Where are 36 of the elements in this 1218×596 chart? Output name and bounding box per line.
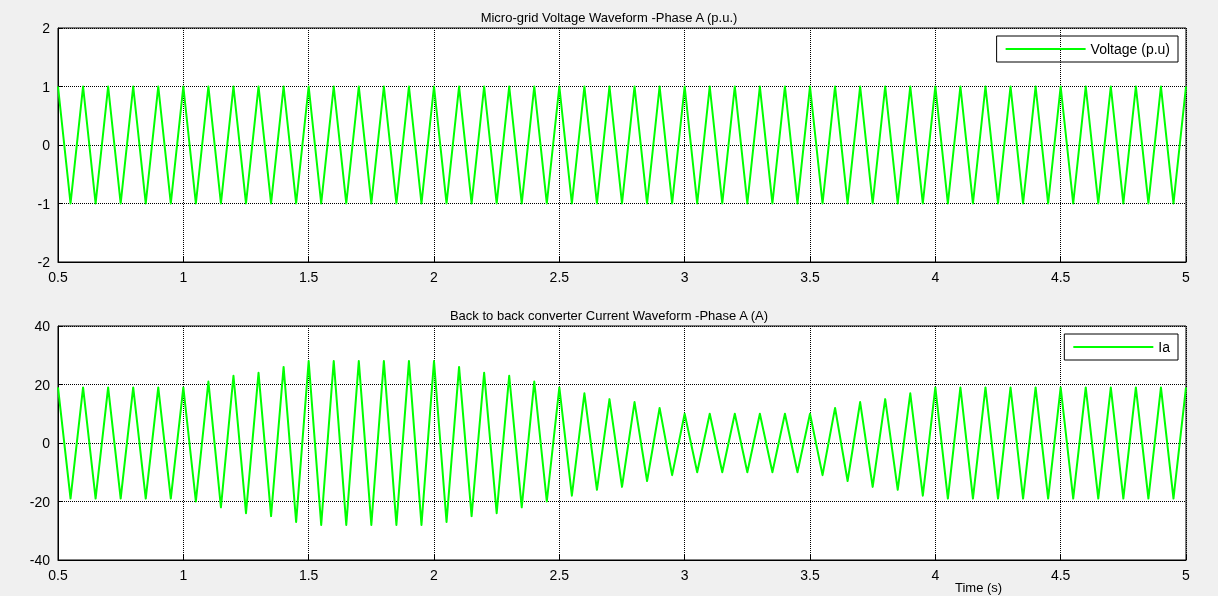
x-tick-label: 5 [1182,567,1191,583]
x-tick-label: 4.5 [1050,269,1071,285]
x-tick-label: 2 [430,567,439,583]
x-tick-label: 1 [179,269,188,285]
x-tick-label: 4.5 [1050,567,1071,583]
x-tick-label: 0.5 [48,567,68,583]
x-axis-title: Time (s) [955,580,1003,595]
x-tick-label: 3 [680,567,689,583]
x-tick-label: 2 [430,269,439,285]
x-tick-label: 3.5 [800,269,820,285]
x-tick-label: 1 [179,567,188,583]
x-tick-label: 4 [931,269,940,285]
y-tick-label: 40 [34,318,51,334]
x-tick-label: 1.5 [298,269,319,285]
x-tick-label: 5 [1182,269,1191,285]
y-tick-label: -2 [37,254,51,270]
y-tick-label: 1 [42,78,51,95]
x-tick-label: 0.5 [48,269,68,285]
y-tick-label: 2 [42,20,51,36]
y-tick-label: -1 [37,195,51,212]
chart-title: Micro-grid Voltage Waveform -Phase A (p.u.) [480,10,738,25]
x-tick-label: 3.5 [800,567,820,583]
y-tick-label: -20 [29,493,51,510]
line-series [57,360,1187,526]
x-tick-label: 1.5 [298,567,319,583]
x-tick-label: 3 [680,269,689,285]
y-tick-label: -40 [29,552,51,568]
text: Ia [1158,339,1171,355]
text: Voltage (p.u) [1090,41,1170,57]
y-tick-label: 20 [34,376,51,393]
y-tick-label: 0 [42,137,51,153]
x-tick-label: 4 [931,567,940,583]
x-tick-label: 2.5 [549,567,570,583]
y-tick-label: 0 [42,435,51,451]
chart-title: Back to back converter Current Waveform -Phase A (A) [449,308,769,323]
x-tick-label: 2.5 [549,269,570,285]
